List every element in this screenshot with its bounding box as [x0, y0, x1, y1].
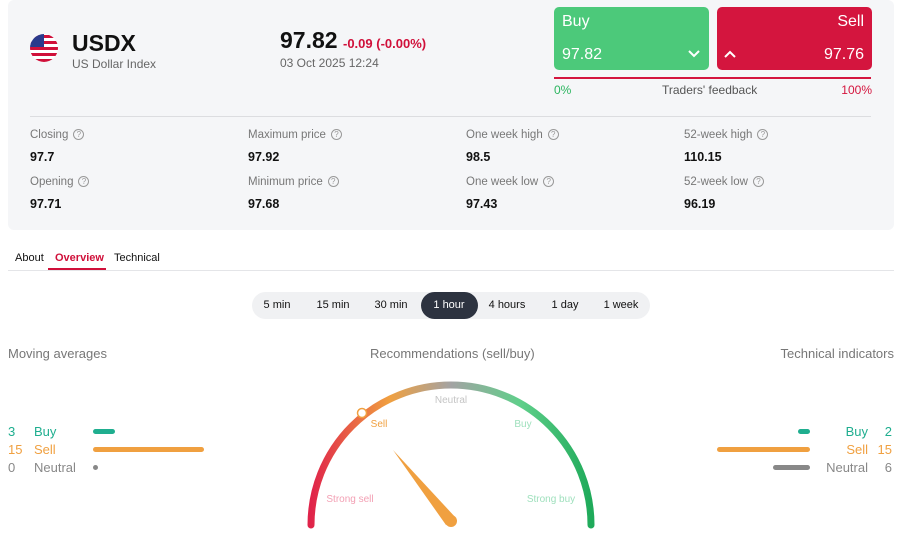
stat-label: 52-week low?: [684, 176, 764, 188]
row-label: Sell: [34, 442, 56, 457]
row-label: Buy: [845, 424, 868, 439]
timeframe[interactable]: 4 hours: [488, 299, 526, 311]
stat-value: 98.5: [466, 150, 491, 164]
sell-label: Sell: [837, 13, 864, 30]
count: 3: [8, 424, 16, 439]
timeframe[interactable]: 1 day: [551, 299, 579, 311]
bar: [93, 465, 98, 470]
stat-label: 52-week high?: [684, 129, 769, 141]
section-title: Technical indicators: [780, 346, 894, 361]
price-change: -0.09 (-0.00%): [343, 36, 427, 51]
help-icon[interactable]: ?: [757, 129, 769, 140]
count: 2: [884, 424, 892, 439]
tab[interactable]: Technical: [114, 252, 160, 264]
tab[interactable]: Overview: [55, 252, 104, 264]
row-label: Sell: [846, 442, 868, 457]
feedback-bar: [554, 77, 871, 79]
bar: [93, 447, 204, 452]
gauge-label: Neutral: [435, 395, 467, 406]
section-title: Recommendations (sell/buy): [370, 346, 535, 361]
datetime: 03 Oct 2025 12:24: [280, 56, 379, 70]
help-icon[interactable]: ?: [327, 176, 339, 187]
stat-value: 97.92: [248, 150, 280, 164]
help-icon[interactable]: ?: [330, 129, 342, 140]
gauge-label: Strong buy: [527, 494, 575, 505]
section-title: Moving averages: [8, 346, 107, 361]
tab-underline: [48, 268, 106, 270]
gauge: Strong sell Sell Neutral Buy Strong buy: [307, 381, 595, 529]
instrument-name: US Dollar Index: [72, 57, 157, 71]
sell-price: 97.76: [823, 46, 864, 63]
count: 15: [8, 442, 23, 457]
timeframe[interactable]: 5 min: [263, 299, 291, 311]
timeframe[interactable]: 30 min: [374, 299, 408, 311]
stat-value: 97.68: [248, 197, 280, 211]
bar: [797, 429, 810, 434]
buy-button[interactable]: Buy 97.82: [554, 7, 709, 70]
timeframe[interactable]: 1 hour: [433, 299, 465, 311]
count: 6: [884, 460, 892, 475]
symbol: USDX: [72, 30, 136, 56]
stat-label: One week low?: [466, 176, 555, 188]
gauge-marker: [356, 407, 368, 419]
gauge-arc: [307, 381, 595, 529]
timeframe[interactable]: 1 week: [603, 299, 639, 311]
tab-divider: [8, 270, 894, 271]
feedback-label: Traders' feedback: [662, 83, 758, 97]
help-icon[interactable]: ?: [78, 176, 90, 187]
tab[interactable]: About: [15, 252, 44, 264]
price: 97.82: [280, 27, 338, 53]
bar: [717, 447, 810, 452]
bar: [93, 429, 116, 434]
gauge-label: Sell: [371, 419, 388, 430]
stat-value: 97.71: [30, 197, 62, 211]
buy-label: Buy: [562, 13, 590, 30]
scale-min: 0%: [554, 83, 572, 97]
row-label: Buy: [34, 424, 57, 439]
needle-hub: [445, 515, 457, 527]
sell-button[interactable]: Sell 97.76: [717, 7, 872, 70]
chevron-up: [724, 50, 736, 58]
help-icon[interactable]: ?: [547, 129, 559, 140]
timeframe[interactable]: 15 min: [316, 299, 350, 311]
stat-value: 97.43: [466, 197, 498, 211]
active-timeframe: [421, 292, 478, 319]
gauge-label: Buy: [514, 419, 531, 430]
buy-price: 97.82: [562, 46, 603, 63]
help-icon[interactable]: ?: [543, 176, 555, 187]
stat-label: Opening?: [30, 176, 90, 188]
stat-value: 97.7: [30, 150, 55, 164]
count: 0: [8, 460, 16, 475]
row-label: Neutral: [34, 460, 76, 475]
count: 15: [877, 442, 892, 457]
divider: [30, 116, 871, 117]
help-icon[interactable]: ?: [73, 129, 85, 140]
bar: [772, 465, 810, 470]
chevron-down: [688, 50, 700, 58]
stat-label: Closing?: [30, 129, 85, 141]
flag-icon: [30, 34, 58, 62]
stat-label: Minimum price?: [248, 176, 339, 188]
help-icon[interactable]: ?: [752, 176, 764, 187]
gauge-label: Strong sell: [326, 494, 373, 505]
stat-value: 96.19: [684, 197, 716, 211]
stat-label: Maximum price?: [248, 129, 342, 141]
stat-value: 110.15: [684, 150, 722, 164]
row-label: Neutral: [826, 460, 868, 475]
scale-max: 100%: [841, 83, 872, 97]
stat-label: One week high?: [466, 129, 559, 141]
gauge-needle: [393, 450, 456, 525]
